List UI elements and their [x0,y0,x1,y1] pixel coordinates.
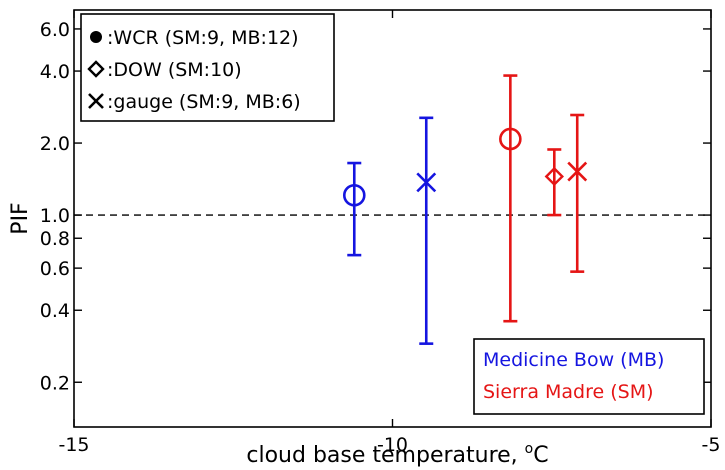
region-legend-label: Sierra Madre (SM) [483,381,654,403]
x-marker [416,172,437,193]
y-tick-label: 4.0 [40,61,70,83]
data-point-mb-wcr [342,161,366,257]
data-layer [74,74,711,345]
x-marker-stroke-b [416,172,437,193]
legend-x-marker-stroke-b [88,93,104,109]
instrument-legend-label: :DOW (SM:10) [107,59,242,81]
y-tick-label: 6.0 [40,19,70,41]
x-tick-label: -5 [702,434,721,456]
instrument-legend-box [80,13,335,122]
y-tick-label: 2.0 [40,133,70,155]
circle-marker [342,183,366,207]
ticks-layer: 0.2 0.4 0.6 0.81.0 2.0 4.0 6.0 -15 -10 -5 [40,10,721,456]
region-legend: Medicine Bow (MB) Sierra Madre (SM) [473,338,705,415]
plot-frame [73,9,712,428]
y-tick-label: 0.2 [40,372,70,394]
x-axis-label-main: cloud base temperature, [246,443,524,468]
instrument-legend: :WCR (SM:9, MB:12) :DOW (SM:10) :gauge (SM… [80,13,335,122]
circle-marker [499,127,522,151]
x-marker [567,161,588,182]
region-legend-box [473,338,705,415]
x-tick-label: -10 [377,434,408,456]
instrument-legend-label: :WCR (SM:9, MB:12) [107,27,299,49]
x-axis-label: cloud base temperature, oC [246,441,548,468]
region-legend-label: Medicine Bow (MB) [483,349,664,371]
legend-dot-marker [90,31,102,43]
instrument-legend-label: :gauge (SM:9, MB:6) [107,91,301,113]
y-tick-label: 0.4 [40,300,70,322]
legend-diamond-marker [87,60,105,78]
data-point-sm-dow [544,148,564,217]
diamond-marker [544,166,564,187]
data-point-sm-wcr [499,74,522,323]
y-tick-label: 1.0 [40,205,70,227]
data-point-sm-gauge [567,113,588,273]
y-tick-label: 0.8 [40,228,70,250]
x-tick-label: -15 [58,434,89,456]
data-point-mb-gauge [416,116,437,345]
x-marker-stroke-b [567,161,588,182]
x-axis-label-superscript: o [525,441,534,457]
y-axis-label: PIF [8,202,33,234]
y-tick-label: 0.6 [40,258,70,280]
x-axis-label-unit: C [533,443,548,468]
legend-x-marker [88,93,104,109]
